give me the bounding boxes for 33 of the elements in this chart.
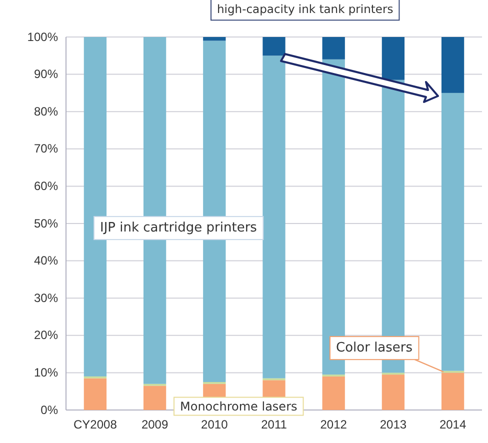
bar xyxy=(203,37,226,41)
bar xyxy=(262,37,286,56)
bar xyxy=(441,92,464,371)
bar xyxy=(322,37,345,60)
x-tick-label: 2012 xyxy=(320,418,348,432)
series-label: IJP ink cartridge printers xyxy=(100,220,258,236)
bar xyxy=(84,378,107,410)
y-tick-label: 70% xyxy=(34,142,58,156)
series-label: high-capacity ink tank printers xyxy=(217,2,394,16)
bar xyxy=(143,386,166,410)
x-tick-label: CY2008 xyxy=(74,418,118,432)
y-tick-label: 100% xyxy=(27,30,58,44)
y-tick-label: 60% xyxy=(34,179,58,194)
bar xyxy=(322,376,345,410)
x-tick-label: 2010 xyxy=(201,418,228,432)
y-tick-label: 80% xyxy=(34,104,58,118)
x-tick-label: 2014 xyxy=(439,418,466,432)
bar xyxy=(262,56,286,378)
y-tick-label: 50% xyxy=(34,216,58,230)
bar xyxy=(441,37,464,93)
bar xyxy=(382,374,405,410)
x-tick-label: 2013 xyxy=(380,418,407,432)
y-tick-label: 30% xyxy=(34,290,58,305)
series-label: Monochrome lasers xyxy=(180,399,298,414)
y-tick-label: 0% xyxy=(40,402,58,417)
bar xyxy=(382,37,405,80)
y-tick-label: 20% xyxy=(34,328,58,342)
x-tick-label: 2011 xyxy=(261,418,288,432)
x-tick-label: 2009 xyxy=(141,418,168,432)
series-label: Color lasers xyxy=(336,340,413,356)
y-tick-label: 90% xyxy=(34,67,58,82)
y-tick-label: 40% xyxy=(34,254,58,268)
y-tick-label: 10% xyxy=(34,366,58,380)
